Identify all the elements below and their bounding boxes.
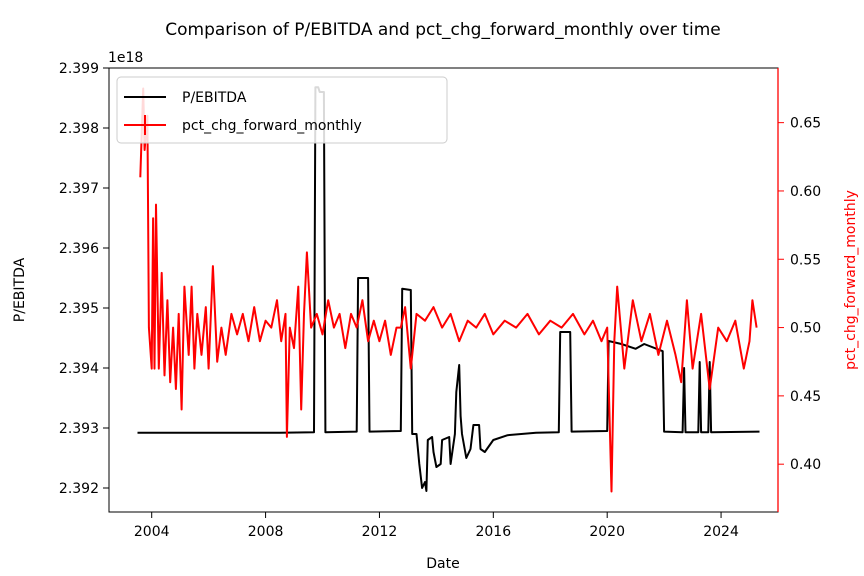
y-right-tick-label-3: 0.55 [790,252,821,268]
x-axis: 2004 2008 2012 2016 2020 2024 [134,512,739,540]
y-left-tick-label-4: 2.396 [59,241,99,257]
x-tick-label-0: 2004 [134,524,170,540]
series-layer [137,86,760,493]
x-tick-label-2: 2012 [362,524,398,540]
legend: P/EBITDA pct_chg_forward_monthly [116,76,448,144]
series-line-0 [137,86,760,492]
y-left-tick-label-7: 2.399 [59,61,99,77]
legend-box [116,76,448,144]
y-left-tick-label-0: 2.392 [59,481,99,497]
left-axis-multiplier: 1e18 [108,50,143,66]
left-y-axis: 2.392 2.393 2.394 2.395 2.396 2.397 2.398 2.399 [59,61,109,497]
legend-label-p-ebitda: P/EBITDA [182,90,247,106]
x-axis-title: Date [426,556,459,572]
legend-label-pct-chg: pct_chg_forward_monthly [182,118,362,134]
y-right-tick-label-0: 0.40 [790,457,821,473]
y-right-tick-label-2: 0.50 [790,321,821,337]
x-tick-label-3: 2016 [475,524,511,540]
left-y-axis-title: P/EBITDA [12,257,28,322]
x-tick-label-5: 2024 [703,524,739,540]
right-y-axis-title: pct_chg_forward_monthly [843,190,859,370]
y-right-tick-label-1: 0.45 [790,389,821,405]
y-left-tick-label-2: 2.394 [59,361,99,377]
x-tick-label-1: 2008 [248,524,284,540]
series-line-1 [139,87,758,493]
y-left-tick-label-3: 2.395 [59,301,99,317]
y-right-tick-label-4: 0.60 [790,184,821,200]
x-tick-label-4: 2020 [589,524,625,540]
y-right-tick-label-5: 0.65 [790,116,821,132]
chart-title: Comparison of P/EBITDA and pct_chg_forwa… [165,20,720,40]
right-y-axis: 0.40 0.45 0.50 0.55 0.60 0.65 [778,116,821,473]
y-left-tick-label-5: 2.397 [59,181,99,197]
y-left-tick-label-6: 2.398 [59,121,99,137]
y-left-tick-label-1: 2.393 [59,421,99,437]
